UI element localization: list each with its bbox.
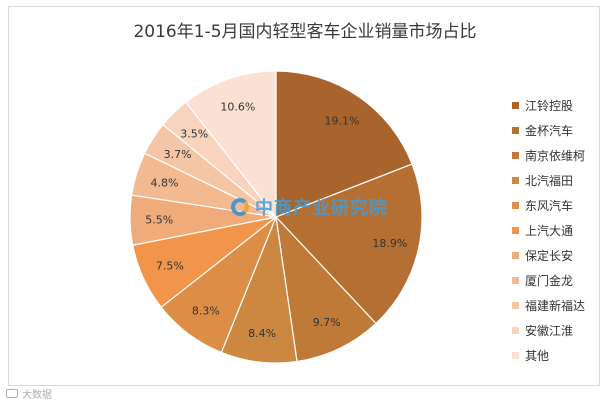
slice-label: 10.6% — [220, 101, 255, 114]
footer-watermark-text: 大数据 — [22, 390, 52, 401]
legend-swatch — [512, 152, 519, 159]
pie-slice — [184, 70, 277, 219]
legend-item: 安徽江淮 — [512, 318, 585, 343]
legend-swatch — [512, 252, 519, 259]
slice-label: 3.7% — [164, 148, 192, 161]
legend-item: 金杯汽车 — [512, 118, 585, 143]
legend-label: 南京依维柯 — [525, 149, 586, 163]
pie-chart: 19.1% 18.9% 9.7% 8.4% 8.3% 7.5% 5.5% 4.8% 3.7% 3.… — [129, 70, 423, 364]
legend-label: 保定长安 — [525, 249, 574, 263]
pie-slice — [274, 163, 423, 325]
legend-item: 东风汽车 — [512, 193, 585, 218]
legend-item: 其他 — [512, 343, 585, 368]
pie-slice — [275, 70, 413, 218]
slice-label: 8.3% — [192, 304, 220, 317]
legend-label: 安徽江淮 — [525, 324, 574, 338]
legend-item: 江铃控股 — [512, 93, 585, 118]
slice-label: 7.5% — [156, 260, 184, 273]
legend-swatch — [512, 302, 519, 309]
legend-item: 保定长安 — [512, 243, 585, 268]
legend-label: 金杯汽车 — [525, 124, 574, 138]
legend-swatch — [512, 127, 519, 134]
legend-swatch — [512, 327, 519, 334]
slice-label: 8.4% — [248, 327, 276, 340]
legend-label: 福建新福达 — [525, 299, 586, 313]
footer-watermark: 大数据 — [6, 386, 52, 401]
legend-item: 北汽福田 — [512, 168, 585, 193]
slice-label: 4.8% — [150, 176, 178, 189]
slice-label: 5.5% — [145, 214, 173, 227]
camera-icon — [6, 389, 18, 398]
legend-swatch — [512, 352, 519, 359]
legend-label: 江铃控股 — [525, 99, 574, 113]
legend-label: 东风汽车 — [525, 199, 574, 213]
slice-label: 18.9% — [372, 237, 407, 250]
legend-item: 南京依维柯 — [512, 143, 585, 168]
chart-title: 2016年1-5月国内轻型客车企业销量市场占比 — [133, 22, 477, 42]
legend-label: 北汽福田 — [525, 174, 574, 188]
pie-slice — [275, 215, 377, 363]
legend-swatch — [512, 202, 519, 209]
legend-swatch — [512, 177, 519, 184]
slice-label: 9.7% — [313, 316, 341, 329]
legend-label: 其他 — [525, 349, 550, 363]
legend-swatch — [512, 227, 519, 234]
legend-label: 厦门金龙 — [525, 274, 574, 288]
chart-legend: 江铃控股金杯汽车南京依维柯北汽福田东风汽车上汽大通保定长安厦门金龙福建新福达安徽… — [512, 93, 585, 368]
legend-swatch — [512, 102, 519, 109]
slice-label: 3.5% — [180, 128, 208, 141]
legend-item: 厦门金龙 — [512, 268, 585, 293]
legend-swatch — [512, 277, 519, 284]
legend-label: 上汽大通 — [525, 224, 574, 238]
legend-item: 福建新福达 — [512, 293, 585, 318]
legend-item: 上汽大通 — [512, 218, 585, 243]
chart-frame: 2016年1-5月国内轻型客车企业销量市场占比 19.1% 18.9% 9.7% 8.… — [8, 6, 600, 386]
slice-label: 19.1% — [324, 115, 359, 128]
